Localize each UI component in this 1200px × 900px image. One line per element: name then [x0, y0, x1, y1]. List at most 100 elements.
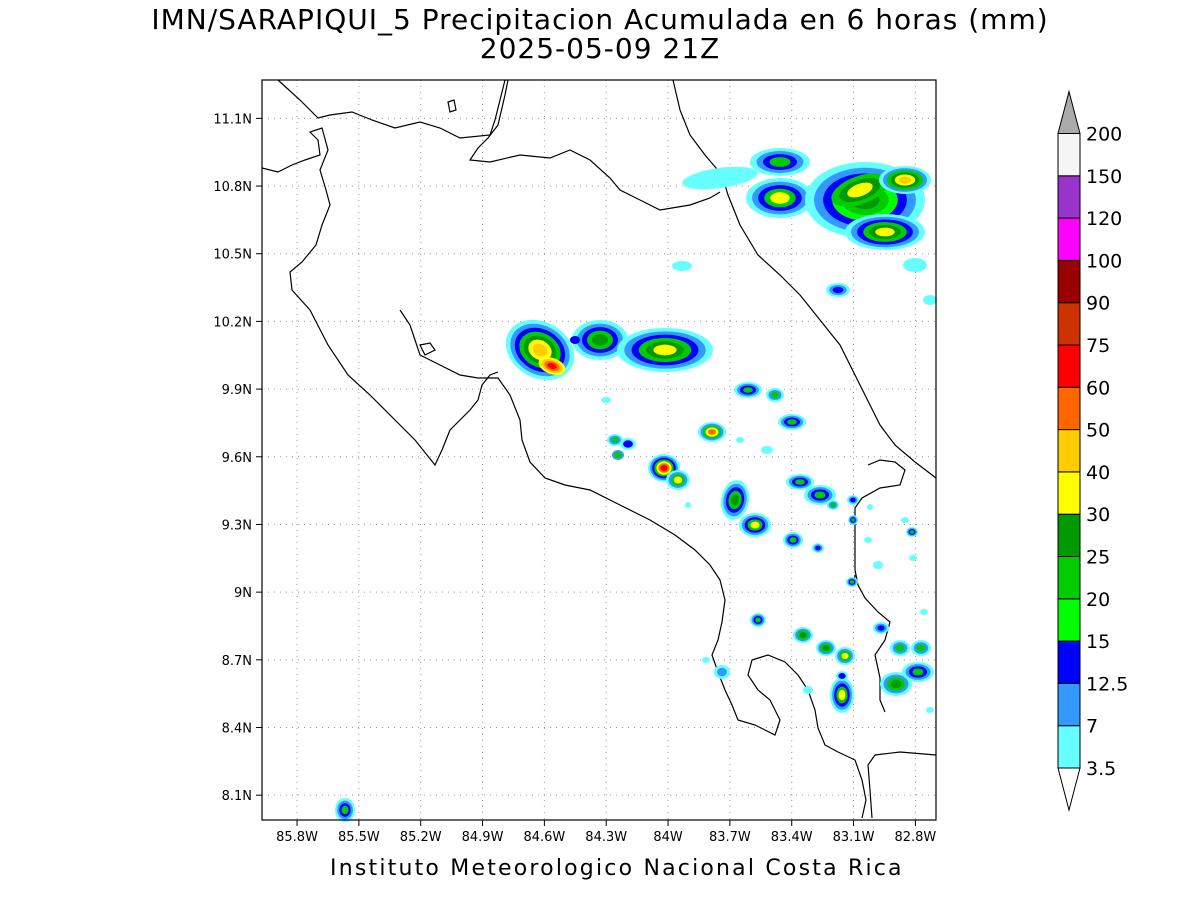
precip-contour [755, 617, 761, 623]
precip-contour [898, 176, 912, 184]
island-chira [419, 342, 436, 356]
map-timestamp: 2025-05-09 21Z [479, 32, 721, 65]
precip-contour [743, 387, 753, 393]
precip-cell [847, 495, 859, 505]
legend-label: 40 [1086, 462, 1110, 484]
precip-cell [672, 261, 692, 271]
precip-contour [672, 261, 692, 271]
precip-contour [730, 494, 740, 506]
legend-label: 200 [1086, 124, 1122, 146]
precip-contour [864, 537, 872, 543]
legend-swatch [1057, 302, 1081, 346]
precip-contour [903, 258, 927, 272]
legend-label: 7 [1086, 716, 1098, 738]
precip-cell [617, 328, 713, 372]
legend-under-triangle [1057, 767, 1081, 812]
precip-cell [873, 561, 883, 569]
precip-contour [867, 504, 873, 510]
precip-cell [702, 657, 710, 663]
precip-contour [761, 446, 773, 454]
precip-contour [832, 286, 844, 294]
precip-contour [614, 451, 622, 459]
legend-swatch [1057, 725, 1081, 769]
lake-nicaragua-shore [277, 79, 506, 139]
panama-border [854, 459, 906, 713]
precip-contour [923, 295, 937, 305]
lat-tick-label: 10.2N [213, 315, 252, 330]
precip-cell [607, 434, 623, 446]
axis-ticks: 85.8W 85.5W 85.2W 84.9W 84.6W 84.3W 84W 83.7W 83… [213, 112, 936, 845]
lon-tick-label: 82.8W [894, 830, 936, 845]
precip-cell [890, 640, 910, 656]
precip-cell [879, 166, 931, 194]
precip-cell [734, 382, 762, 398]
precip-contour [702, 657, 710, 663]
precip-cell [685, 502, 691, 508]
precip-cell [682, 166, 758, 190]
precip-contour [895, 644, 905, 652]
precip-contour [673, 476, 683, 484]
lat-tick-label: 8.4N [222, 722, 252, 737]
precip-cell [836, 671, 848, 681]
precip-cell [803, 686, 813, 694]
legend-label: 15 [1086, 631, 1110, 653]
lon-tick-label: 84.3W [585, 830, 627, 845]
legend-label: 50 [1086, 420, 1110, 442]
precip-contour [803, 686, 813, 694]
precip-contour [685, 502, 691, 508]
precip-cell [783, 532, 803, 548]
precip-contour [789, 537, 797, 543]
precip-cell [572, 320, 628, 360]
precip-cell [873, 622, 889, 634]
lon-tick-label: 85.8W [276, 830, 318, 845]
precip-contour [909, 530, 915, 534]
precip-cell [827, 500, 839, 510]
precip-contour [901, 517, 909, 523]
precip-contour [849, 580, 855, 584]
lon-tick-label: 84.6W [523, 830, 565, 845]
precipitation-cells [335, 148, 937, 822]
precip-contour [653, 344, 677, 356]
precip-cell [831, 173, 889, 207]
legend-label: 75 [1086, 335, 1110, 357]
precip-cell [804, 485, 836, 505]
precip-cell [601, 397, 611, 403]
legend-swatch [1057, 471, 1081, 515]
lat-tick-label: 11.1N [213, 112, 252, 127]
legend-label: 60 [1086, 377, 1110, 399]
precip-contour [909, 555, 917, 561]
precip-contour [736, 437, 744, 443]
precip-contour [822, 645, 830, 651]
precip-contour [926, 707, 934, 713]
precip-contour [830, 502, 836, 508]
lon-tick-label: 85.5W [338, 830, 380, 845]
precip-contour [916, 644, 926, 652]
legend-label: 20 [1086, 589, 1110, 611]
caribbean-coast [672, 79, 937, 479]
lon-tick-label: 83.1W [833, 830, 875, 845]
precip-cell [920, 609, 928, 615]
precip-cell [845, 214, 925, 250]
legend-swatch [1057, 175, 1081, 219]
lat-tick-label: 9N [234, 586, 252, 601]
legend-swatch [1057, 513, 1081, 558]
legend-label: 25 [1086, 547, 1110, 569]
pacific-coast-nicoya [261, 127, 499, 467]
lake-island [447, 99, 457, 113]
precip-cell [846, 577, 858, 587]
precip-cell [911, 640, 931, 656]
lon-tick-label: 83.7W [709, 830, 751, 845]
legend-label: 12.5 [1086, 673, 1128, 695]
legend-label: 30 [1086, 504, 1110, 526]
precip-cell [793, 627, 813, 643]
legend-swatch [1057, 344, 1081, 388]
precip-contour [717, 667, 727, 677]
legend-label: 100 [1086, 250, 1122, 272]
precip-contour [815, 545, 821, 551]
precip-cell [816, 640, 836, 656]
precip-contour [920, 609, 928, 615]
footer-credit: Instituto Meteorologico Nacional Costa R… [330, 856, 904, 881]
precip-cell [720, 480, 750, 520]
lat-tick-label: 9.6N [222, 451, 252, 466]
lat-tick-label: 9.9N [222, 383, 252, 398]
